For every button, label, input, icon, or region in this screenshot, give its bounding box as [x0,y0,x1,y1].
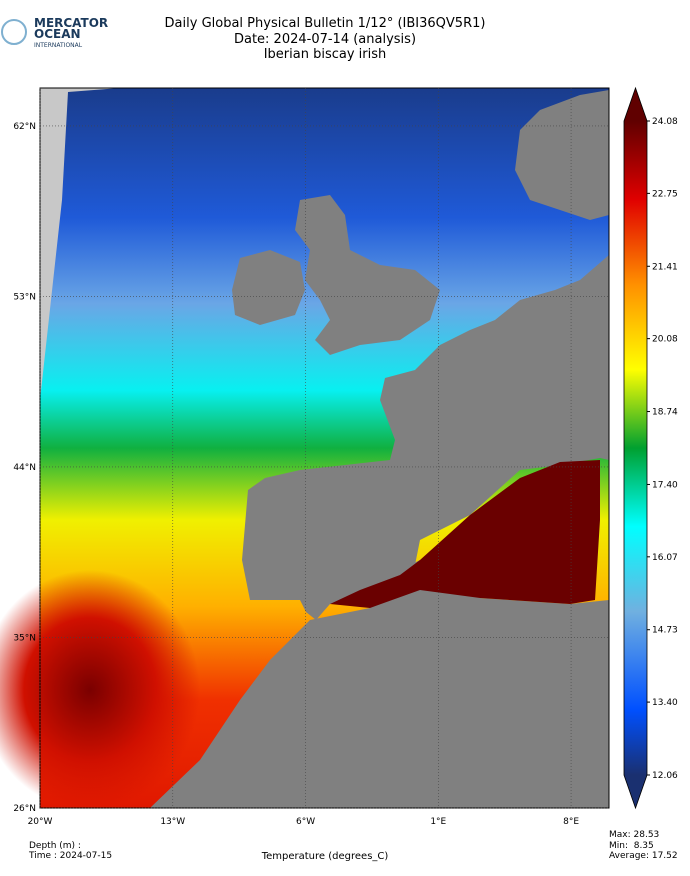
x-tick-label: 20°W [28,817,53,827]
title: Daily Global Physical Bulletin 1/12° (IB… [165,16,486,31]
colorbar-tick-label: 18.74 [652,408,678,418]
y-tick-label: 35°N [13,633,36,643]
graticule [39,88,609,809]
map [0,87,610,810]
colorbar-tick-label: 17.40 [652,480,678,490]
colorbar: 12.06 13.40 14.73 16.07 17.40 18.74 20.08 21.41… [623,86,678,810]
x-tick-label: 8°E [563,817,579,827]
mediterranean [330,460,600,608]
land [515,90,609,220]
colorbar-tick-label: 22.75 [652,189,678,199]
x-tick-label: 1°E [430,817,446,827]
variable: Temperature (degrees_C) [261,851,389,862]
title: Date: 2024-07-14 (analysis) [234,32,416,47]
logo-text: MERCATOR [34,16,108,30]
y-tick-label: 44°N [13,463,36,473]
land [150,255,609,808]
colorbar-extend-high [624,88,647,121]
logo-icon [1,19,27,45]
colorbar-tick-label: 14.73 [652,626,678,636]
logo: MERCATOR OCEAN INTERNATIONAL [1,16,108,49]
x-tick-label: 6°W [296,817,315,827]
depth: Depth (m) : [29,841,81,851]
logo-text: OCEAN [34,27,81,41]
colorbar-tick-label: 20.08 [652,335,678,345]
colorbar-tick-label: 21.41 [652,262,678,272]
max: Max: 28.53 [609,830,659,840]
colorbar-scale [624,121,647,775]
colorbar-tick-label: 13.40 [652,698,678,708]
warm-water [0,570,200,810]
colorbar-tick-label: 12.06 [652,771,678,781]
y-tick-label: 53°N [13,292,36,302]
colorbar-tick-label: 16.07 [652,553,678,563]
ireland [232,250,305,325]
y-tick-label: 26°N [13,804,36,814]
min: Min: 8.35 [609,841,654,851]
y-tick-label: 62°N [13,122,36,132]
title: Iberian biscay irish [264,47,387,62]
logo-text: INTERNATIONAL [34,42,83,49]
great-britain [295,195,440,355]
colorbar-extend-low [624,775,647,808]
time: Time : 2024-07-15 [28,851,112,861]
average: Average: 17.52 [609,851,678,861]
x-tick-label: 13°W [160,817,185,827]
colorbar-tick-label: 24.08 [652,117,678,127]
